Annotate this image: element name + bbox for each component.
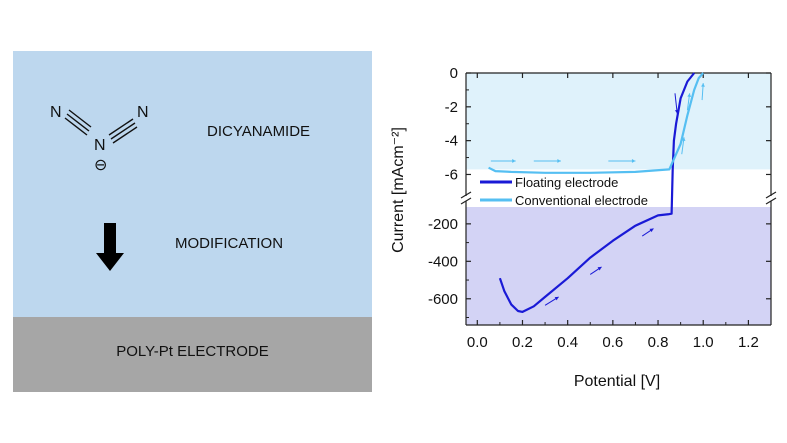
y-tick-label: -600	[428, 291, 458, 308]
legend-label-conventional: Conventional electrode	[515, 193, 648, 208]
dicyanamide-structure: N N N ⊖	[50, 104, 149, 174]
legend: Floating electrode Conventional electrod…	[480, 175, 648, 208]
series-line-0	[498, 72, 696, 313]
scan-arrowhead	[557, 159, 561, 163]
axis-break-mark	[460, 191, 472, 199]
x-tick-label: 1.0	[693, 334, 714, 351]
x-tick-label: 0.8	[648, 334, 669, 351]
y-tick-label: -6	[445, 166, 458, 183]
scan-arrowhead	[649, 228, 654, 233]
x-tick-label: 0.2	[512, 334, 533, 351]
scan-arrowhead	[701, 83, 705, 87]
scheme-panel: N N N ⊖ DICYANAMIDE MODIFICATION POLY-Pt…	[13, 51, 372, 392]
down-arrow-icon	[96, 223, 124, 271]
modification-area	[13, 51, 372, 317]
negative-charge-icon: ⊖	[94, 157, 107, 174]
series-layer	[488, 72, 705, 313]
lower-panel-background	[466, 207, 771, 325]
axis-break-mark	[765, 197, 777, 205]
legend-label-floating: Floating electrode	[515, 175, 618, 190]
x-tick-label: 0.6	[602, 334, 623, 351]
axis-break-mark	[765, 191, 777, 199]
axes: 0.0 0.2 0.4 0.6 0.8 1.0 1.2 0 -2 -4 -6 -200 -400 -600	[428, 65, 777, 351]
y-tick-label: -400	[428, 253, 458, 270]
scan-arrowhead	[631, 159, 636, 163]
scan-arrowhead	[674, 109, 679, 114]
scan-arrowhead	[687, 93, 692, 98]
atom-n-right: N	[137, 104, 149, 121]
step-label: MODIFICATION	[175, 235, 284, 252]
atom-n-left: N	[50, 104, 62, 121]
electrode-area	[13, 317, 372, 392]
compound-label: DICYANAMIDE	[207, 123, 311, 140]
y-tick-label: -4	[445, 133, 458, 150]
series-line-1	[488, 72, 705, 174]
axis-break-mark	[460, 197, 472, 205]
scan-arrowhead	[681, 137, 686, 141]
scan-arrowhead	[554, 296, 559, 301]
y-tick-label: -2	[445, 99, 458, 116]
y-tick-label: 0	[450, 65, 458, 82]
x-axis-label: Potential [V]	[574, 373, 660, 390]
y-axis-label: Current [mAcm⁻²]	[390, 127, 407, 253]
x-tick-label: 1.2	[738, 334, 759, 351]
y-tick-label: -200	[428, 216, 458, 233]
electrode-label: POLY-Pt ELECTRODE	[116, 343, 269, 360]
x-tick-label: 0.0	[467, 334, 488, 351]
upper-panel-background	[466, 73, 771, 170]
scan-arrowhead	[512, 159, 516, 163]
x-tick-label: 0.4	[557, 334, 578, 351]
atom-n-center: N	[94, 137, 106, 154]
scan-direction-arrows	[490, 83, 705, 306]
scan-arrowhead	[597, 266, 602, 271]
